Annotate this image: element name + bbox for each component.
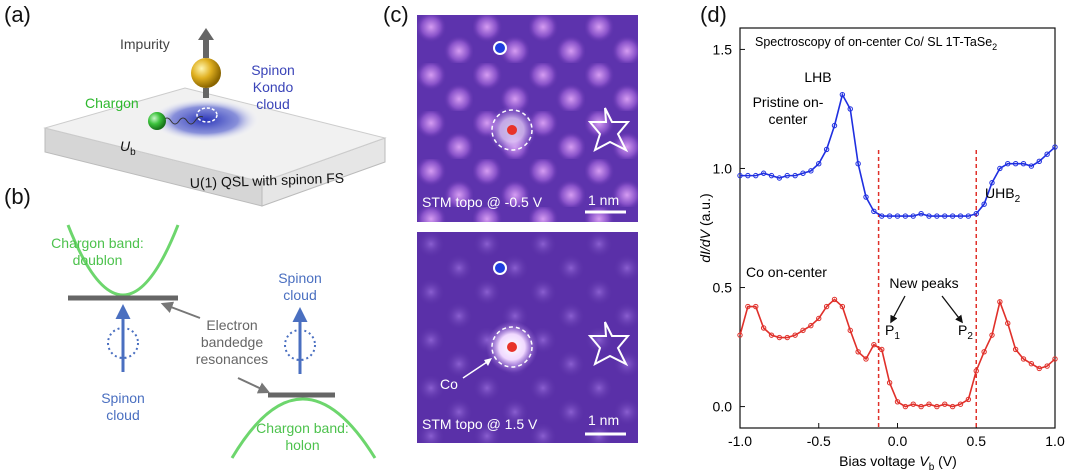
annotation-arrow: [942, 296, 962, 322]
annotation-subscript: 2: [967, 331, 973, 342]
x-tick-label: 0.0: [888, 433, 908, 449]
x-tick-label: -0.5: [807, 433, 831, 449]
y-tick-label: 1.5: [713, 41, 733, 57]
scale-label: 1 nm: [588, 192, 619, 209]
stm-caption: STM topo @ 1.5 V: [422, 416, 537, 433]
y-axis-label: (a.u.): [697, 193, 713, 230]
impurity-label: Impurity: [120, 36, 170, 53]
chart-title: Spectroscopy of on-center Co/ SL 1T-TaSe: [755, 35, 992, 49]
panel-label: (d): [700, 2, 727, 28]
y-tick-label: 0.0: [713, 399, 733, 415]
plot-frame: [740, 28, 1055, 428]
spinon-cloud-label: Spinon Kondo cloud: [243, 62, 303, 113]
y-axis-label: dI/dV: [697, 228, 713, 262]
annotation-subscript: 1: [894, 331, 900, 342]
spinon-cloud-label: Spinon cloud: [83, 390, 163, 424]
annotation: P1: [885, 322, 900, 342]
x-tick-label: 1.0: [1045, 433, 1065, 449]
annotation-arrow: [891, 296, 905, 322]
y-axis-label: dI/dV (a.u.): [697, 193, 713, 262]
x-axis-label: Bias voltage: [839, 453, 919, 469]
chart-title-subscript: 2: [992, 42, 997, 52]
spinon-cloud-label: Spinon cloud: [260, 270, 340, 304]
scale-label: 1 nm: [588, 412, 619, 429]
x-tick-label: 0.5: [967, 433, 987, 449]
resonances-label: Electron bandedge resonances: [190, 317, 274, 368]
panel-label: (a): [4, 2, 31, 28]
x-axis-label: (V): [934, 453, 957, 469]
annotation: P: [958, 322, 967, 338]
annotation: LHB: [804, 69, 831, 85]
annotation: P2: [958, 322, 973, 342]
panel-label: (c): [383, 2, 409, 28]
co-label: Co: [440, 376, 458, 393]
series-label: Co on-center: [746, 264, 827, 281]
panel-label: (b): [4, 184, 31, 210]
chargon-label: Chargon: [85, 95, 139, 112]
doublon-label: Chargon band: doublon: [50, 235, 145, 269]
annotation: UHB: [985, 185, 1015, 201]
ub-label: b: [130, 147, 136, 158]
annotation: P: [885, 322, 894, 338]
annotation-subscript: 2: [1015, 194, 1021, 205]
y-tick-label: 1.0: [713, 160, 733, 176]
figure: -1.0-0.50.00.51.00.00.51.01.5 LHB UHB2 P…: [0, 0, 1068, 474]
y-tick-label: 0.5: [713, 280, 733, 296]
stm-caption: STM topo @ -0.5 V: [422, 194, 542, 211]
x-tick-label: -1.0: [728, 433, 752, 449]
series-line: [740, 299, 1055, 406]
annotation: UHB2: [985, 185, 1021, 205]
annotation: New peaks: [889, 275, 958, 291]
series-label: Pristine on-center: [748, 94, 828, 128]
x-axis-label: Bias voltage Vb (V): [839, 453, 957, 473]
chart-title: Spectroscopy of on-center Co/ SL 1T-TaSe…: [755, 35, 997, 52]
holon-label: Chargon band: holon: [255, 420, 350, 454]
